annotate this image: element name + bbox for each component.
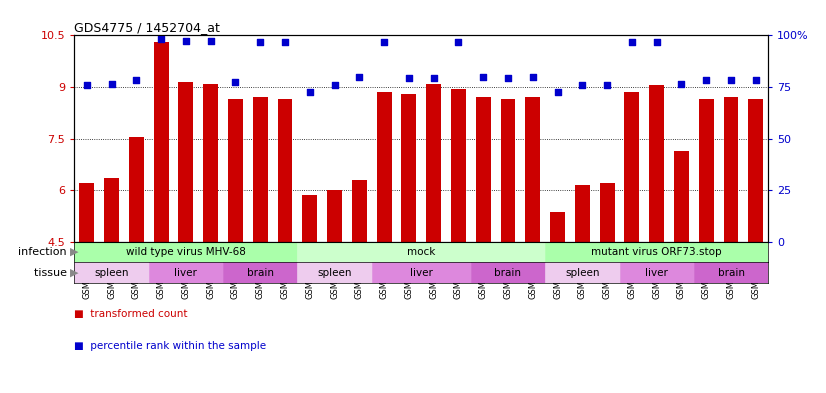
Bar [228, 99, 243, 242]
Bar [476, 97, 491, 242]
Point [303, 89, 316, 95]
Text: brain: brain [495, 268, 521, 277]
Point [749, 77, 762, 83]
Text: ▶: ▶ [70, 247, 78, 257]
Bar [545, 263, 620, 283]
Bar [377, 92, 392, 242]
Point [724, 77, 738, 83]
Bar [327, 190, 342, 242]
Bar [129, 137, 144, 242]
Point [179, 37, 192, 44]
Point [625, 39, 638, 45]
Point [501, 75, 515, 81]
Point [328, 82, 341, 88]
Point [650, 39, 663, 45]
Bar [649, 85, 664, 242]
Bar [600, 183, 615, 242]
Bar [297, 242, 545, 263]
Bar [149, 263, 223, 283]
Text: ▶: ▶ [70, 268, 78, 277]
Bar [352, 180, 367, 242]
Bar [550, 213, 565, 242]
Bar [297, 263, 372, 283]
Text: ■  percentile rank within the sample: ■ percentile rank within the sample [74, 341, 267, 351]
Bar [104, 178, 119, 242]
Text: ■  transformed count: ■ transformed count [74, 309, 188, 320]
Bar [575, 185, 590, 242]
Text: GDS4775 / 1452704_at: GDS4775 / 1452704_at [74, 21, 221, 34]
Bar [501, 99, 515, 242]
Bar [694, 263, 768, 283]
Point [105, 81, 118, 87]
Point [254, 39, 267, 45]
Point [477, 73, 490, 80]
Bar [278, 99, 292, 242]
Bar [79, 183, 94, 242]
Point [229, 79, 242, 85]
Point [130, 77, 143, 83]
Point [576, 82, 589, 88]
Text: liver: liver [645, 268, 668, 277]
Bar [203, 84, 218, 242]
Bar [74, 263, 149, 283]
Text: infection: infection [18, 247, 70, 257]
Bar [154, 42, 169, 242]
Point [278, 39, 292, 45]
Text: mutant virus ORF73.stop: mutant virus ORF73.stop [591, 247, 722, 257]
Point [80, 82, 93, 88]
Text: mock: mock [407, 247, 435, 257]
Bar [525, 97, 540, 242]
Point [377, 39, 391, 45]
Text: wild type virus MHV-68: wild type virus MHV-68 [126, 247, 246, 257]
Bar [401, 94, 416, 242]
Text: liver: liver [174, 268, 197, 277]
Bar [74, 242, 297, 263]
Point [551, 89, 564, 95]
Bar [724, 97, 738, 242]
Point [601, 82, 614, 88]
Bar [471, 263, 545, 283]
Bar [426, 84, 441, 242]
Point [452, 39, 465, 45]
Text: spleen: spleen [565, 268, 600, 277]
Bar [545, 242, 768, 263]
Bar [223, 263, 297, 283]
Text: spleen: spleen [94, 268, 129, 277]
Point [700, 77, 713, 83]
Point [402, 75, 415, 81]
Text: brain: brain [718, 268, 744, 277]
Bar [674, 151, 689, 242]
Bar [748, 99, 763, 242]
Point [154, 36, 168, 42]
Bar [624, 92, 639, 242]
Bar [178, 82, 193, 242]
Bar [253, 97, 268, 242]
Point [427, 75, 440, 81]
Text: spleen: spleen [317, 268, 352, 277]
Text: brain: brain [247, 268, 273, 277]
Point [204, 37, 217, 44]
Bar [451, 89, 466, 242]
Point [353, 73, 366, 80]
Text: liver: liver [410, 268, 433, 277]
Point [526, 73, 539, 80]
Bar [699, 99, 714, 242]
Point [675, 81, 688, 87]
Bar [372, 263, 471, 283]
Text: tissue: tissue [34, 268, 70, 277]
Bar [302, 195, 317, 242]
Bar [620, 263, 694, 283]
